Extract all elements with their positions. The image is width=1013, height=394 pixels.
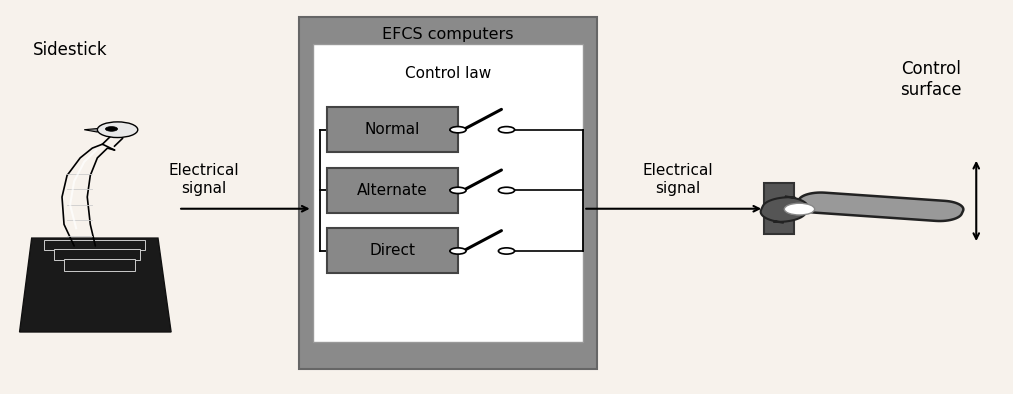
Text: Sidestick: Sidestick (32, 41, 107, 59)
Circle shape (498, 187, 515, 193)
Text: Alternate: Alternate (357, 183, 427, 198)
Polygon shape (84, 128, 97, 132)
Polygon shape (797, 193, 963, 221)
Polygon shape (19, 238, 171, 332)
FancyBboxPatch shape (764, 183, 794, 234)
Circle shape (105, 126, 118, 131)
Text: Electrical
signal: Electrical signal (168, 163, 239, 195)
Text: Normal: Normal (365, 122, 420, 137)
Circle shape (450, 187, 466, 193)
FancyBboxPatch shape (313, 45, 583, 342)
Polygon shape (761, 197, 808, 222)
Text: Control law: Control law (405, 66, 491, 81)
Text: Direct: Direct (370, 243, 415, 258)
Circle shape (450, 248, 466, 254)
Circle shape (498, 248, 515, 254)
Text: EFCS computers: EFCS computers (382, 27, 514, 42)
FancyBboxPatch shape (300, 17, 598, 369)
FancyBboxPatch shape (44, 240, 145, 250)
FancyBboxPatch shape (64, 259, 135, 271)
FancyBboxPatch shape (326, 107, 458, 152)
Text: Control
surface: Control surface (900, 60, 961, 99)
FancyBboxPatch shape (54, 249, 140, 260)
Circle shape (97, 122, 138, 138)
Circle shape (450, 126, 466, 133)
FancyBboxPatch shape (326, 228, 458, 273)
Text: Electrical
signal: Electrical signal (643, 163, 713, 195)
FancyBboxPatch shape (326, 168, 458, 213)
Circle shape (498, 126, 515, 133)
Circle shape (784, 203, 814, 215)
